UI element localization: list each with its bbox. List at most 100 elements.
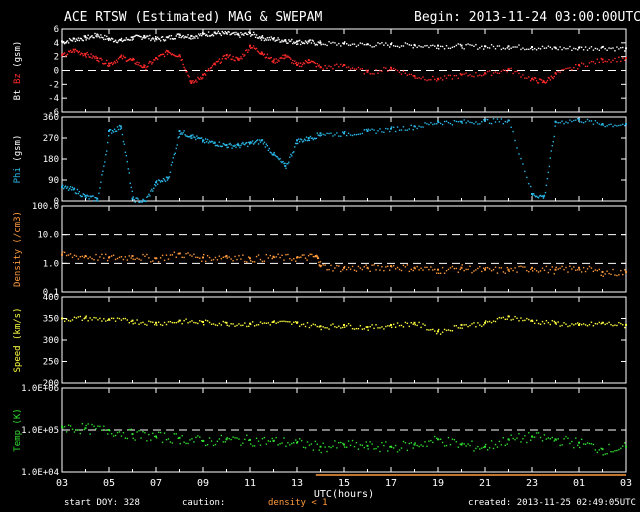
data-dot [124,151,127,153]
data-dot [114,130,117,133]
data-dot [259,53,262,55]
data-dot [271,257,273,260]
data-dot [449,47,452,50]
data-point-temp-17 [460,443,463,446]
data-dot [498,316,501,319]
data-dot [65,254,68,257]
data-dot [127,59,130,61]
data-dot [614,124,616,127]
data-dot [490,74,493,77]
data-dot [465,324,467,326]
data-dot [242,442,244,444]
data-dot [498,45,501,47]
data-dot [553,440,555,442]
data-dot [381,42,383,44]
data-dot [202,141,204,143]
data-dot [496,446,499,448]
data-dot [441,79,444,81]
data-dot [391,68,393,71]
data-dot [361,132,364,135]
data-dot [299,62,302,64]
data-dot [221,30,224,33]
data-dot [432,441,434,444]
data-point-temp-13 [366,444,369,447]
data-dot [195,322,197,324]
data-dot [277,321,279,324]
data-dot [445,77,448,79]
data-dot [332,270,334,272]
data-dot [363,43,365,46]
data-dot [596,269,599,272]
data-dot [238,255,240,257]
data-dot [512,437,514,440]
data-dot [134,439,136,441]
data-dot [387,265,389,267]
data-dot [167,258,170,260]
data-dot [146,196,148,198]
data-dot [232,260,234,262]
data-dot [504,120,506,123]
data-dot [114,258,117,261]
data-dot [620,269,622,272]
data-point-bz-14 [225,54,228,57]
data-dot [231,58,233,60]
data-dot [600,124,602,126]
data-dot [297,321,299,323]
data-dot [557,48,559,51]
data-point-bt-7 [143,34,146,37]
data-dot [608,443,610,446]
data-dot [291,259,293,261]
data-dot [176,33,178,35]
data-dot [486,449,489,451]
data-point-bz-24 [366,70,369,73]
data-dot [111,38,114,40]
data-dot [536,196,539,198]
data-dot [571,323,573,325]
data-dot [488,320,491,323]
data-dot [424,45,426,47]
data-dot [105,253,107,256]
data-dot [488,447,491,449]
data-dot [219,145,222,147]
data-dot [89,317,91,319]
x-axis-label: UTC(hours) [314,489,374,500]
data-dot [486,266,489,269]
data-dot [110,433,113,435]
data-dot [76,50,79,52]
data-dot [592,443,595,446]
data-dot [315,65,318,68]
data-dot [194,136,196,139]
data-dot [272,154,274,156]
data-dot [590,120,593,122]
data-dot [387,325,389,327]
data-dot [268,147,271,150]
data-dot [428,440,430,442]
data-point-density-3 [131,255,134,258]
data-dot [287,442,289,444]
data-dot [539,270,542,272]
data-dot [207,68,210,70]
data-dot [131,190,133,193]
data-dot [191,438,193,440]
data-dot [309,253,311,255]
data-point-bz-15 [237,58,240,61]
data-dot [344,41,346,43]
data-dot [281,254,283,257]
data-dot [264,38,267,40]
data-dot [498,72,501,74]
data-dot [163,432,166,434]
data-dot [132,57,134,60]
data-dot [588,323,591,326]
data-dot [152,37,154,39]
data-dot [610,123,612,125]
data-dot [618,124,620,127]
data-dot [612,59,614,62]
data-dot [404,129,407,131]
data-dot [194,80,196,83]
data-dot [222,55,224,58]
data-dot [297,440,299,443]
data-dot [573,446,575,449]
data-dot [214,144,217,147]
data-point-speed-12 [343,323,345,326]
data-dot [236,258,238,261]
